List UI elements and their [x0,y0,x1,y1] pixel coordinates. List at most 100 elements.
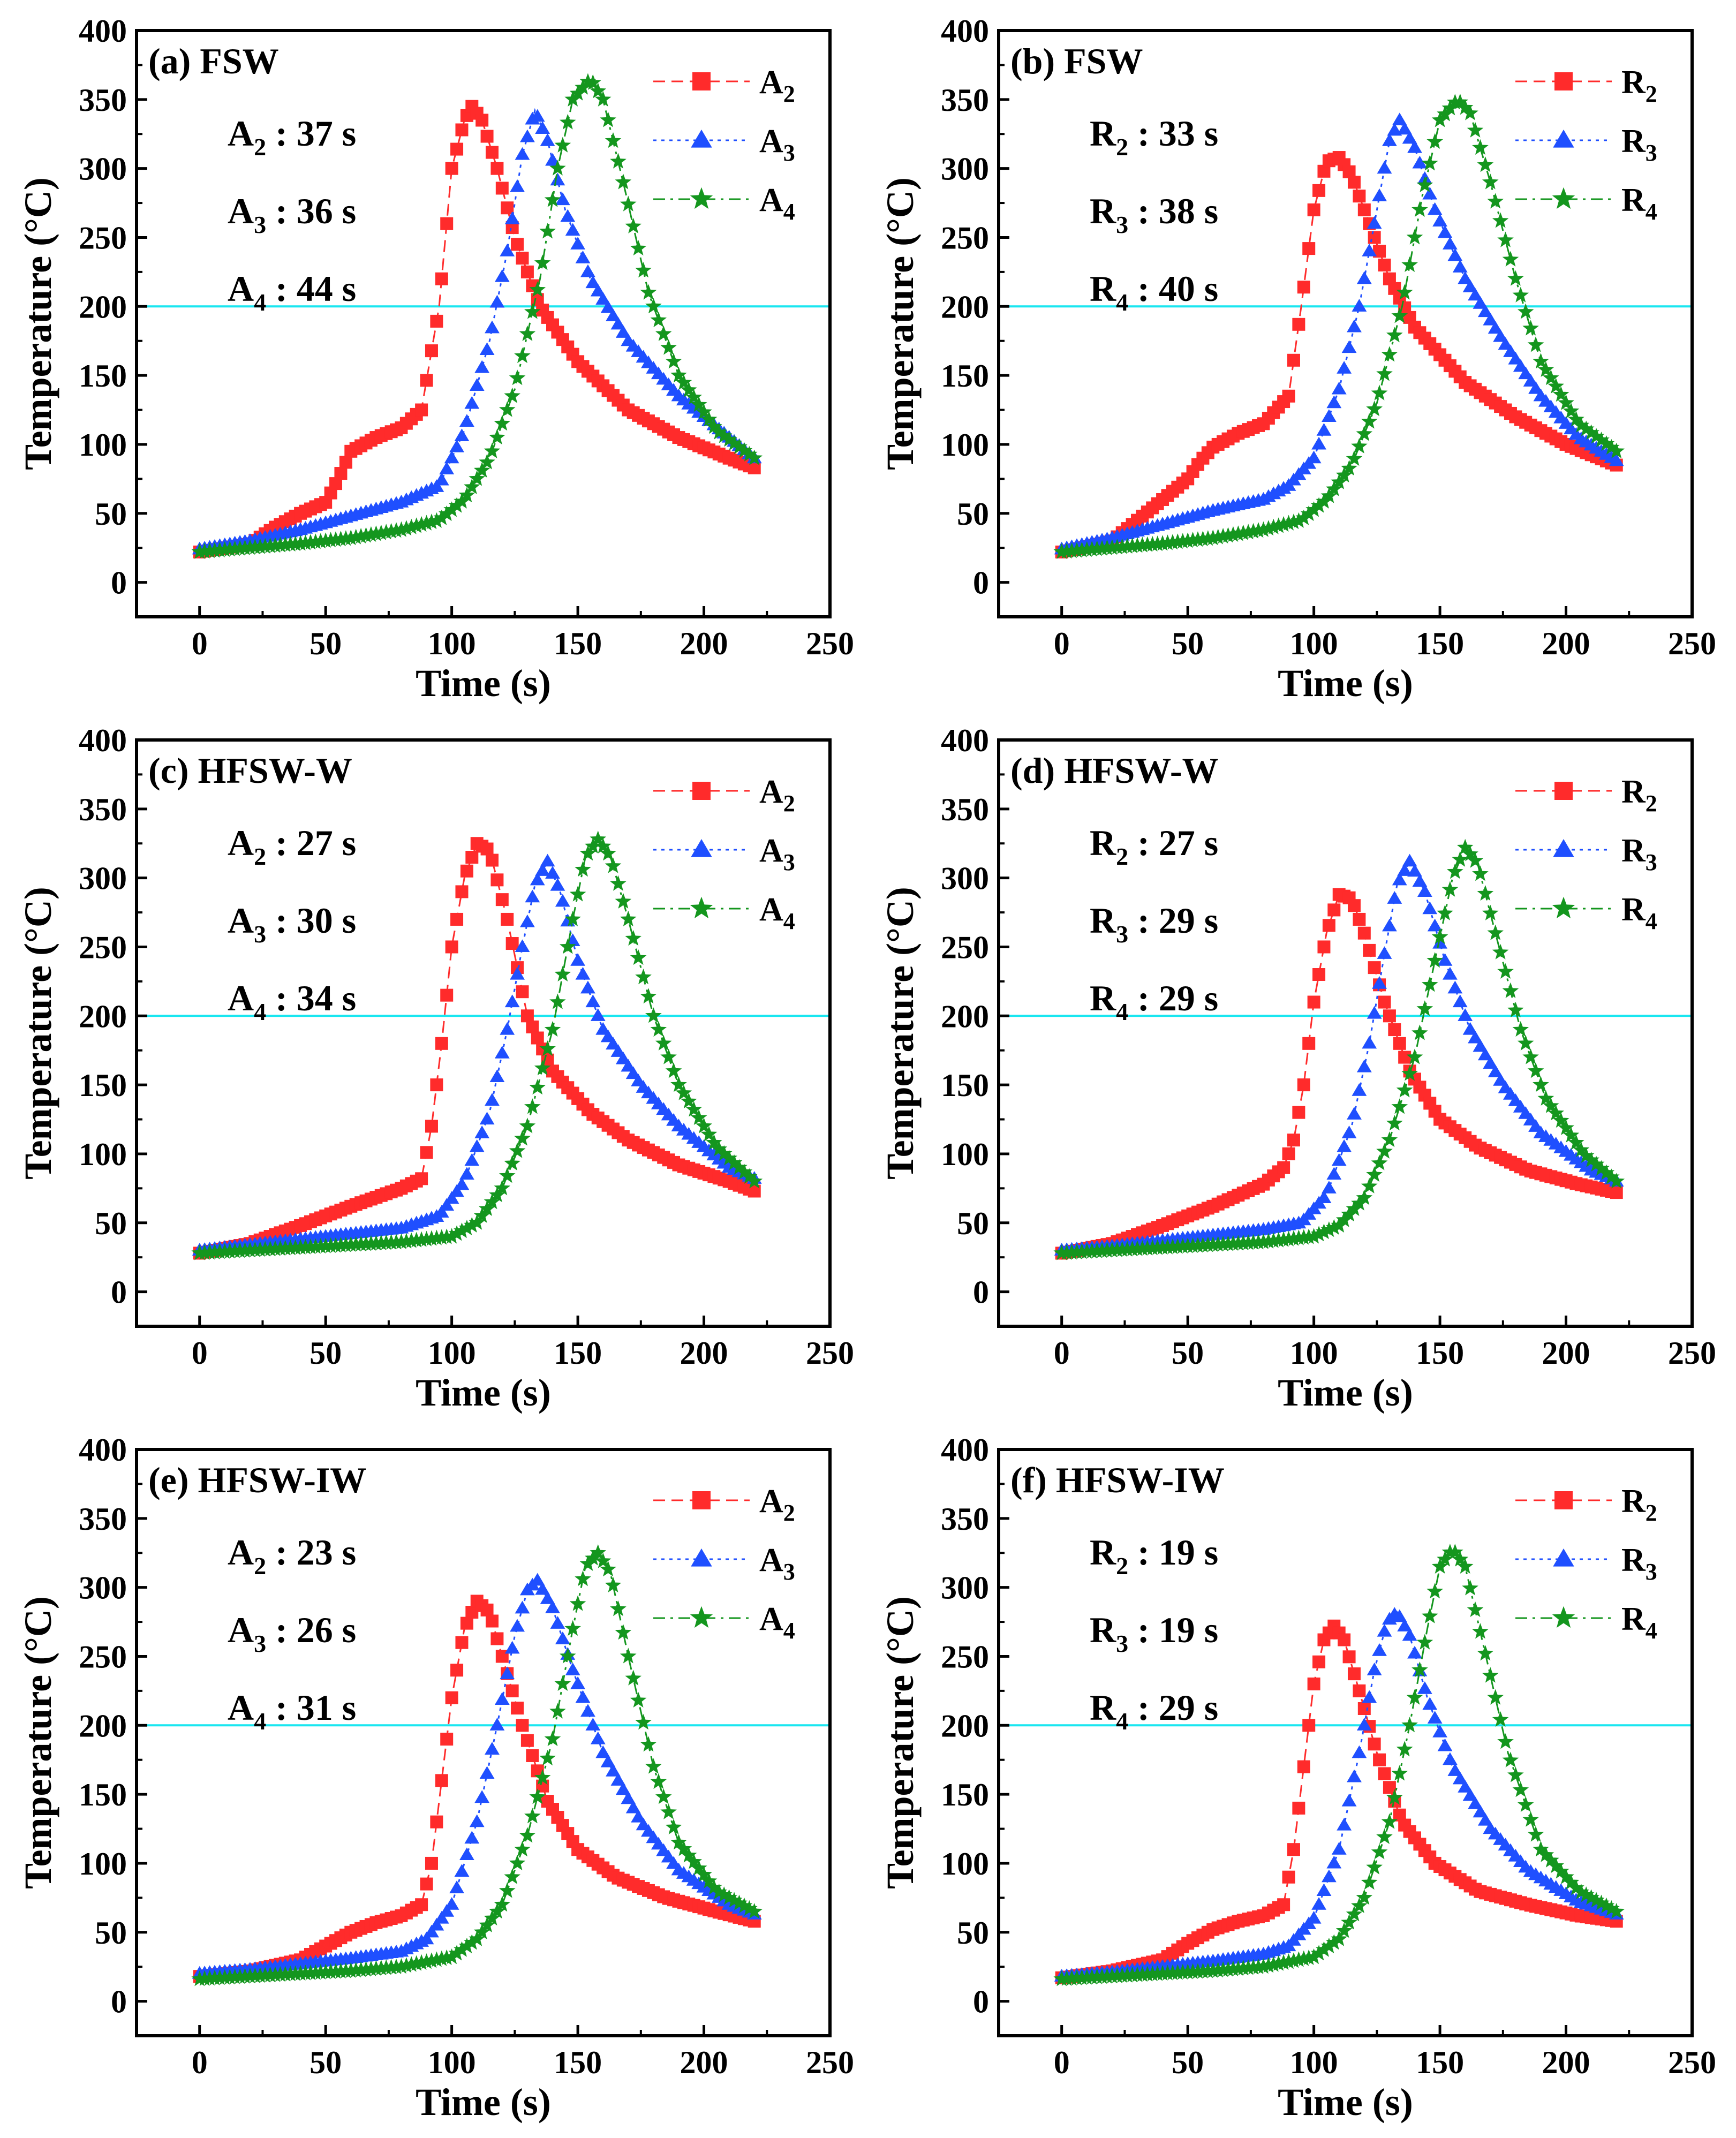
data-point [439,1198,455,1211]
data-point [1563,1127,1580,1143]
data-point [1346,1906,1363,1922]
data-point [529,281,546,297]
y-tick-label: 150 [79,1068,127,1103]
data-point [1397,1619,1413,1631]
series-A4 [191,73,763,559]
data-point [530,872,545,886]
data-point [1517,303,1534,319]
data-point [1210,528,1226,545]
legend-item-A3: A3 [653,833,795,875]
data-point [1593,1160,1610,1176]
legend-marker [690,1606,713,1628]
data-point [1437,1738,1453,1751]
data-point [459,1167,474,1180]
data-point [1443,966,1458,980]
data-point [1327,903,1341,917]
data-point [1507,1766,1524,1782]
data-point [1437,904,1453,920]
x-tick-label: 150 [554,626,602,661]
data-point [1372,188,1387,201]
data-point [1458,1008,1473,1021]
y-tick-label: 50 [957,1915,989,1951]
data-point [1543,1852,1559,1868]
y-axis-label: Temperature (°C) [17,887,59,1180]
data-point [1517,1796,1534,1812]
data-point [1441,100,1459,116]
data-point [1316,1190,1332,1203]
data-point [721,431,737,447]
data-point [1265,518,1282,534]
data-point [484,1193,501,1210]
data-point [485,146,499,159]
data-point [600,111,616,127]
legend-item-A4: A4 [653,182,795,225]
data-point [1250,522,1267,538]
data-point [1502,251,1519,267]
data-point [1367,216,1382,229]
data-point [474,1125,490,1138]
data-point [1338,1633,1351,1646]
data-point [1437,225,1453,238]
data-point [1608,1173,1625,1189]
data-point [1245,523,1262,539]
data-point [610,153,627,169]
data-point [1204,530,1221,546]
data-point [1378,995,1391,1009]
data-point [1533,1841,1549,1857]
data-point [1522,1048,1539,1064]
data-point [1326,1934,1342,1950]
data-point [1326,1167,1342,1180]
data-point [1568,1134,1584,1150]
data-point [515,147,530,160]
data-point [1412,201,1428,217]
legend-item-A3: A3 [653,1542,795,1585]
legend-label: R4 [1621,1601,1657,1644]
data-point [1335,1211,1353,1227]
data-point [445,1691,458,1704]
data-point [1437,1551,1453,1567]
legend-marker [692,1491,711,1509]
legend-label: A3 [759,833,795,875]
data-point [499,1882,516,1898]
y-tick-label: 0 [111,565,127,601]
data-point [690,1109,707,1125]
data-point [460,864,473,878]
y-tick-label: 200 [79,1708,127,1743]
data-point [520,1009,534,1023]
data-point [524,1098,541,1114]
data-point [1326,480,1342,496]
data-point [1421,1607,1438,1623]
data-point [485,1093,500,1106]
data-point [430,1078,443,1092]
data-point [420,1146,433,1159]
data-point [501,201,514,215]
y-tick-label: 350 [941,82,989,118]
data-point [464,1153,480,1166]
data-point [458,487,475,503]
data-point [534,254,551,270]
data-point [1386,1789,1403,1805]
data-point [1387,891,1402,904]
data-point [1537,361,1554,377]
data-point [1290,512,1307,528]
data-point [475,114,489,127]
data-point [403,1956,420,1972]
data-point [1341,1125,1357,1138]
data-point [420,374,433,387]
data-point [1512,1781,1529,1797]
data-point [1422,1697,1438,1710]
data-point [1302,1719,1316,1732]
data-point [444,1897,459,1910]
data-point [630,1691,647,1708]
data-point [534,1060,551,1076]
data-point [1452,260,1468,273]
data-point [519,325,536,341]
x-tick-label: 250 [1668,626,1716,661]
data-point [423,1952,440,1968]
data-point [1300,505,1317,522]
annotation-time: R3 : 19 s [1090,1610,1218,1657]
data-point [1406,1689,1423,1705]
data-point [625,930,641,946]
data-point [474,360,490,373]
data-point [1351,437,1368,454]
